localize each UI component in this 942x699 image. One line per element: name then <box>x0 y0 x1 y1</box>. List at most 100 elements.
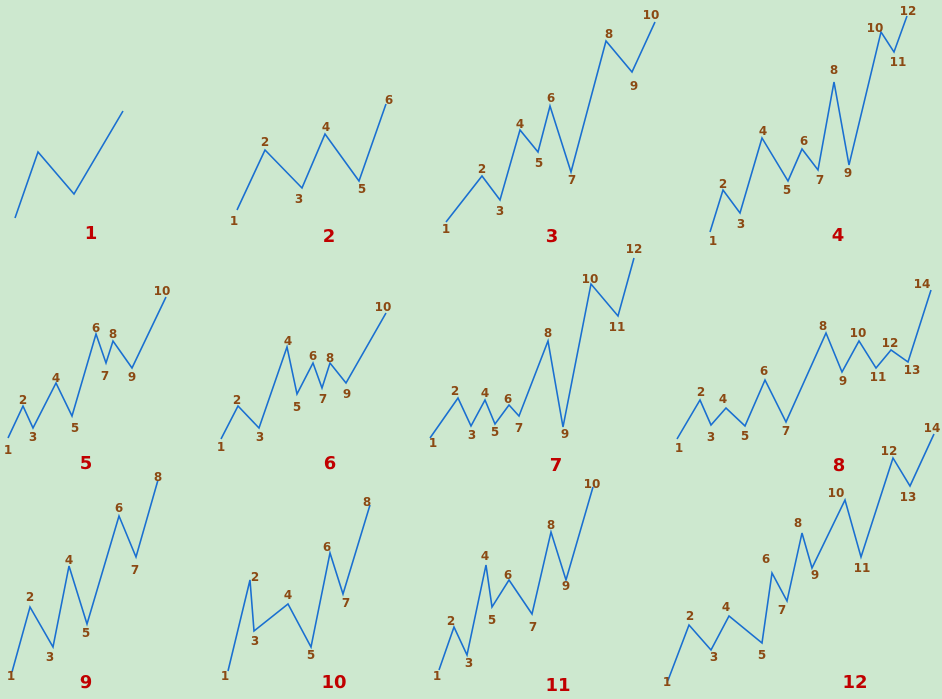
wave-line <box>220 312 387 440</box>
point-label: 1 <box>230 214 238 228</box>
point-label: 5 <box>491 425 499 439</box>
wave-line <box>676 289 932 440</box>
point-label: 6 <box>385 93 393 107</box>
point-label: 10 <box>643 8 660 22</box>
point-label: 1 <box>709 234 717 248</box>
point-label: 7 <box>778 603 786 617</box>
point-label: 8 <box>547 518 555 532</box>
point-label: 9 <box>343 387 351 401</box>
panel-number: 12 <box>842 672 867 693</box>
point-label: 4 <box>65 553 73 567</box>
point-label: 9 <box>630 79 638 93</box>
point-label: 14 <box>924 421 941 435</box>
point-label: 11 <box>870 370 887 384</box>
point-label: 2 <box>697 385 705 399</box>
wave-line <box>709 15 908 233</box>
point-label: 9 <box>811 568 819 582</box>
point-label: 4 <box>52 371 60 385</box>
point-label: 2 <box>19 393 27 407</box>
point-label: 3 <box>710 650 718 664</box>
point-label: 5 <box>535 156 543 170</box>
point-label: 2 <box>26 590 34 604</box>
point-label: 5 <box>307 648 315 662</box>
panel-number: 5 <box>80 453 93 474</box>
wave-line <box>227 504 371 672</box>
wave-line <box>14 110 124 219</box>
point-label: 4 <box>284 588 292 602</box>
point-label: 3 <box>256 430 264 444</box>
point-label: 5 <box>82 626 90 640</box>
point-label: 12 <box>882 336 899 350</box>
point-label: 2 <box>233 393 241 407</box>
point-label: 5 <box>293 400 301 414</box>
point-label: 10 <box>828 486 845 500</box>
point-label: 7 <box>101 369 109 383</box>
panel-number: 1 <box>85 223 98 244</box>
point-label: 12 <box>881 444 898 458</box>
wave-line <box>445 21 656 223</box>
point-label: 12 <box>626 242 643 256</box>
point-label: 8 <box>154 470 162 484</box>
point-label: 7 <box>568 173 576 187</box>
panel-number: 9 <box>80 672 93 693</box>
point-label: 6 <box>92 321 100 335</box>
point-label: 8 <box>605 27 613 41</box>
point-label: 11 <box>890 55 907 69</box>
point-label: 4 <box>759 124 767 138</box>
point-label: 2 <box>719 177 727 191</box>
point-label: 3 <box>737 217 745 231</box>
point-label: 2 <box>478 162 486 176</box>
point-label: 1 <box>433 669 441 683</box>
point-label: 6 <box>115 501 123 515</box>
point-label: 6 <box>762 552 770 566</box>
point-label: 7 <box>131 563 139 577</box>
panel-number: 4 <box>832 225 845 246</box>
point-label: 2 <box>251 570 259 584</box>
wave-panel-6: 1 2 3 4 5 6 7 8 9 10 6 <box>217 300 392 474</box>
wave-panel-10: 1 2 3 4 5 6 7 8 10 <box>221 495 371 693</box>
point-label: 3 <box>295 192 303 206</box>
point-label: 1 <box>442 222 450 236</box>
panel-number: 8 <box>833 455 846 476</box>
point-label: 2 <box>447 614 455 628</box>
point-label: 8 <box>544 326 552 340</box>
point-label: 12 <box>900 4 917 18</box>
point-label: 4 <box>284 334 292 348</box>
point-label: 8 <box>326 351 334 365</box>
point-label: 11 <box>854 561 871 575</box>
wave-line <box>438 486 594 671</box>
point-label: 10 <box>582 272 599 286</box>
point-label: 9 <box>844 166 852 180</box>
point-label: 6 <box>547 91 555 105</box>
point-label: 9 <box>128 370 136 384</box>
point-label: 8 <box>819 319 827 333</box>
point-label: 9 <box>562 579 570 593</box>
point-label: 5 <box>71 421 79 435</box>
panel-number: 7 <box>550 455 563 476</box>
point-label: 8 <box>794 516 802 530</box>
point-label: 4 <box>481 549 489 563</box>
wave-panel-1: 1 <box>14 110 124 244</box>
point-label: 10 <box>154 284 171 298</box>
point-label: 8 <box>363 495 371 509</box>
point-label: 8 <box>830 63 838 77</box>
point-label: 10 <box>375 300 392 314</box>
wave-panel-5: 1 2 3 4 5 6 7 8 9 10 5 <box>4 284 171 474</box>
point-label: 3 <box>468 428 476 442</box>
point-label: 5 <box>488 613 496 627</box>
panel-number: 2 <box>323 226 336 247</box>
point-label: 1 <box>4 443 12 457</box>
point-label: 4 <box>481 386 489 400</box>
point-label: 4 <box>516 117 524 131</box>
wave-line <box>429 257 635 439</box>
point-label: 1 <box>675 441 683 455</box>
point-label: 2 <box>451 384 459 398</box>
wave-line <box>236 103 387 211</box>
point-label: 1 <box>663 675 671 689</box>
point-label: 1 <box>7 669 15 683</box>
wave-panel-2: 1 2 3 4 5 6 2 <box>230 93 393 247</box>
point-label: 3 <box>496 204 504 218</box>
point-label: 6 <box>504 568 512 582</box>
